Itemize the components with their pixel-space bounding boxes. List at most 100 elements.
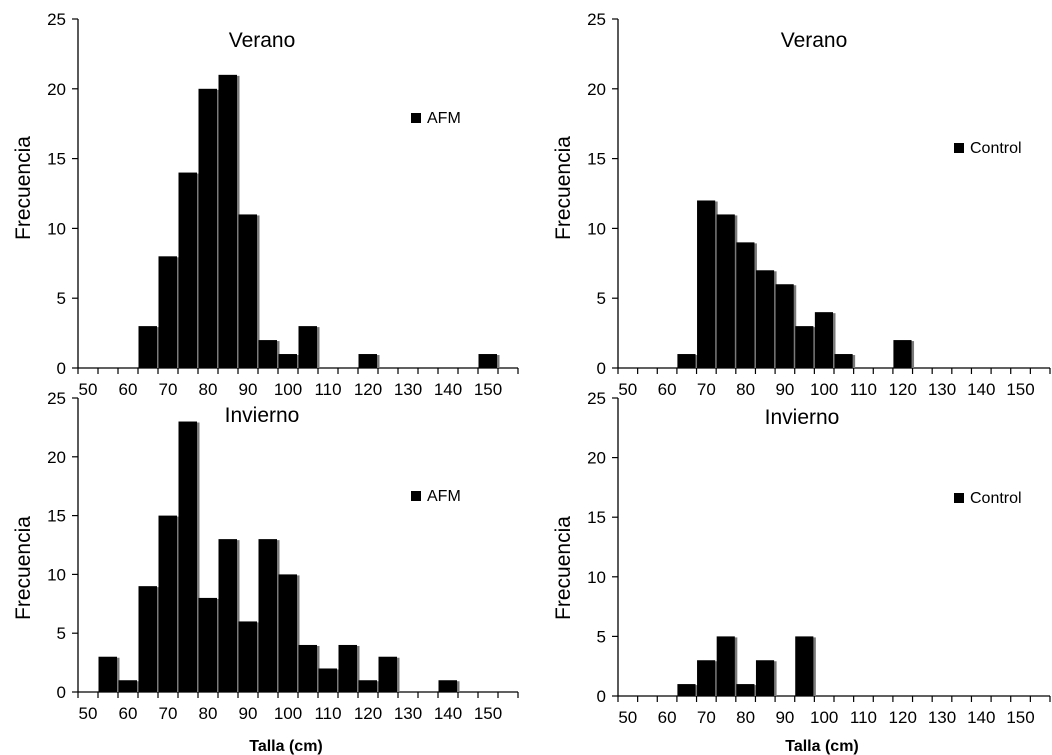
x-axis-label: Talla (cm) [785, 738, 859, 755]
x-tick-label: 60 [119, 380, 138, 399]
histogram-bar [278, 574, 297, 692]
legend-swatch [954, 143, 964, 153]
y-tick-label: 25 [47, 10, 66, 29]
x-tick-label: 70 [697, 708, 716, 727]
y-axis-label: Frecuencia [552, 516, 575, 620]
y-tick-label: 15 [587, 150, 606, 169]
y-tick-label: 25 [587, 10, 606, 29]
histogram-bar [775, 284, 794, 368]
x-tick-label: 80 [736, 380, 755, 399]
x-tick-label: 50 [79, 380, 98, 399]
x-tick-label: 90 [239, 704, 258, 723]
x-tick-label: 100 [810, 708, 838, 727]
x-tick-label: 110 [850, 380, 877, 399]
histogram-bar [138, 326, 157, 368]
x-tick-label: 80 [736, 708, 755, 727]
panel-title: Verano [229, 29, 296, 52]
legend-swatch [411, 113, 421, 123]
histogram-bar [358, 680, 377, 692]
x-tick-label: 90 [775, 708, 794, 727]
y-axis-label: Frecuencia [552, 136, 575, 240]
x-tick-label: 90 [775, 380, 794, 399]
histogram-bar [795, 636, 814, 696]
y-tick-label: 5 [57, 289, 66, 308]
histogram-bar [258, 340, 277, 368]
histogram-bar [378, 656, 397, 692]
y-axis-label: Frecuencia [12, 136, 35, 240]
y-tick-label: 15 [587, 508, 606, 527]
x-axis-label: Talla (cm) [249, 738, 323, 755]
y-tick-label: 0 [597, 687, 606, 706]
y-tick-label: 10 [587, 568, 606, 587]
x-tick-label: 50 [618, 708, 637, 727]
histogram-bar [478, 354, 497, 368]
histogram-bar [178, 421, 197, 692]
histogram-bar [795, 326, 814, 368]
x-tick-label: 130 [394, 704, 422, 723]
y-tick-label: 15 [47, 507, 66, 526]
y-tick-label: 5 [597, 289, 606, 308]
histogram-bar [677, 354, 696, 368]
y-tick-label: 20 [587, 449, 606, 468]
x-tick-label: 80 [199, 380, 218, 399]
histogram-panel-4: 0 5 10 15 20 25 50 60 70 80 90 100 110 120 130 140 150 In… [552, 389, 1051, 755]
x-tick-label: 70 [159, 704, 178, 723]
x-tick-label: 130 [928, 708, 956, 727]
histogram-bar [218, 74, 237, 368]
histogram-panel-1: 0 5 10 15 20 25 50 60 70 80 90 100 110 120 130 140 150 Ve… [12, 10, 519, 399]
x-tick-label: 140 [434, 380, 462, 399]
x-tick-label: 140 [434, 704, 462, 723]
y-tick-label: 20 [47, 80, 66, 99]
x-tick-label: 100 [810, 380, 838, 399]
histogram-bar [755, 270, 775, 368]
histogram-panel-3: 0 5 10 15 20 25 50 60 70 80 90 100 110 120 130 140 150 In… [12, 389, 519, 755]
x-tick-label: 60 [119, 704, 138, 723]
histogram-bar [716, 636, 735, 696]
histogram-bar [893, 340, 912, 368]
histogram-bar [338, 644, 357, 692]
histogram-bar [158, 256, 177, 368]
x-tick-label: 130 [928, 380, 956, 399]
histogram-bar [138, 586, 157, 692]
histogram-bar [178, 172, 197, 368]
x-tick-label: 140 [967, 708, 995, 727]
x-tick-label: 110 [314, 380, 341, 399]
histogram-panel-2: 0 5 10 15 20 25 50 60 70 80 90 100 110 120 130 140 150 Ve… [552, 10, 1051, 399]
x-tick-label: 50 [618, 380, 637, 399]
y-axis-label: Frecuencia [12, 516, 35, 620]
x-tick-label: 120 [889, 380, 917, 399]
y-tick-label: 25 [587, 389, 606, 408]
panel-title: Invierno [765, 406, 840, 429]
y-tick-label: 25 [47, 389, 66, 408]
histogram-bar [198, 88, 217, 369]
y-tick-label: 10 [47, 219, 66, 238]
legend-label: Control [970, 490, 1022, 507]
histogram-bar [814, 312, 833, 368]
x-tick-label: 110 [314, 704, 341, 723]
x-tick-label: 140 [967, 380, 995, 399]
x-tick-label: 50 [79, 704, 98, 723]
y-tick-label: 0 [57, 359, 66, 378]
x-tick-label: 120 [889, 708, 917, 727]
y-tick-label: 0 [597, 359, 606, 378]
x-tick-label: 150 [1006, 380, 1034, 399]
histogram-bar [198, 597, 217, 692]
histogram-bar [218, 539, 237, 692]
legend-label: Control [970, 140, 1022, 157]
panel-title: Invierno [225, 404, 300, 427]
histogram-bar [438, 680, 457, 692]
histogram-bar [298, 326, 317, 368]
histogram-bar [736, 684, 755, 696]
x-tick-label: 60 [658, 708, 677, 727]
y-tick-label: 0 [57, 683, 66, 702]
x-tick-label: 70 [159, 380, 178, 399]
x-tick-label: 70 [697, 380, 716, 399]
histogram-bar [278, 354, 297, 368]
x-tick-label: 130 [394, 380, 422, 399]
x-tick-label: 110 [850, 708, 877, 727]
x-tick-label: 120 [354, 704, 382, 723]
histogram-bar [736, 242, 755, 368]
histogram-bar [298, 644, 317, 692]
y-tick-label: 5 [597, 627, 606, 646]
